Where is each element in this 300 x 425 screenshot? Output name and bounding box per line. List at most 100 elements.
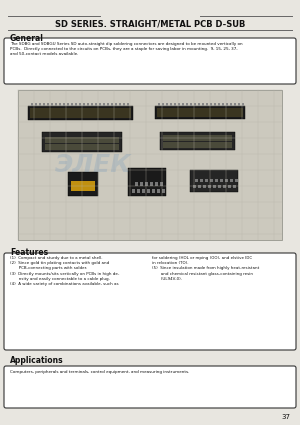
FancyBboxPatch shape <box>4 253 296 350</box>
Bar <box>157 189 160 193</box>
Bar <box>200 179 203 182</box>
Bar <box>59 103 61 106</box>
Bar <box>162 189 165 193</box>
Bar <box>230 179 233 182</box>
Bar <box>68 172 98 196</box>
Bar <box>35 103 37 106</box>
Bar <box>218 103 220 106</box>
Bar <box>178 103 180 106</box>
Bar <box>238 103 240 106</box>
Bar <box>206 103 208 106</box>
FancyBboxPatch shape <box>4 366 296 408</box>
Bar <box>202 103 204 106</box>
Bar <box>39 103 41 106</box>
Bar <box>163 142 232 148</box>
Bar <box>225 179 228 182</box>
Bar <box>194 103 196 106</box>
Bar <box>67 103 69 106</box>
Bar <box>235 179 238 182</box>
Bar <box>160 132 235 150</box>
Bar <box>99 103 101 106</box>
Bar <box>218 185 221 188</box>
Bar <box>28 106 133 120</box>
Bar <box>198 185 201 188</box>
Text: SD SERIES. STRAIGHT/METAL PCB D-SUB: SD SERIES. STRAIGHT/METAL PCB D-SUB <box>55 19 245 28</box>
Bar <box>31 103 33 106</box>
Text: Computers, peripherals and terminals, control equipment, and measuring instrumen: Computers, peripherals and terminals, co… <box>10 370 189 374</box>
Bar <box>107 103 109 106</box>
Bar <box>140 182 143 186</box>
Bar <box>79 103 81 106</box>
Bar <box>95 103 97 106</box>
Text: Applications: Applications <box>10 356 64 365</box>
Bar <box>228 185 231 188</box>
Bar <box>214 103 216 106</box>
Bar <box>147 189 150 193</box>
Bar <box>47 103 49 106</box>
Bar <box>71 181 95 191</box>
Text: for soldering (HOL or mping (OO), and elstive IDC
in relocation (TO).
(5)  Since: for soldering (HOL or mping (OO), and el… <box>152 256 259 281</box>
Bar <box>223 185 226 188</box>
Bar <box>75 103 77 106</box>
Bar <box>186 103 188 106</box>
Bar <box>155 106 245 119</box>
Bar <box>42 132 122 152</box>
Bar <box>137 189 140 193</box>
Bar <box>18 90 282 240</box>
Bar <box>45 137 119 143</box>
Bar <box>43 103 45 106</box>
Text: (1)  Compact and sturdy due to a metal shell.
(2)  Since gold tin plating contac: (1) Compact and sturdy due to a metal sh… <box>10 256 119 286</box>
Bar <box>242 103 244 106</box>
Bar <box>30 108 131 118</box>
Bar <box>233 185 236 188</box>
Bar <box>71 103 73 106</box>
Bar <box>190 170 238 192</box>
Bar <box>213 185 216 188</box>
Bar <box>51 103 53 106</box>
Bar <box>135 182 138 186</box>
Bar <box>83 103 85 106</box>
Bar <box>128 168 166 196</box>
Bar <box>198 103 200 106</box>
Bar <box>182 103 184 106</box>
Bar <box>111 103 113 106</box>
Bar <box>87 103 89 106</box>
Bar <box>205 179 208 182</box>
Bar <box>193 185 196 188</box>
Bar <box>203 185 206 188</box>
Bar <box>157 108 243 117</box>
Bar <box>103 103 105 106</box>
Text: The SDBG and SDBGU Series SD auto-straight dip soldering connectors are designed: The SDBG and SDBGU Series SD auto-straig… <box>10 42 243 57</box>
Bar <box>45 144 119 150</box>
Bar <box>220 179 223 182</box>
Text: General: General <box>10 34 44 43</box>
Bar <box>230 103 232 106</box>
Bar <box>226 103 228 106</box>
Text: Features: Features <box>10 248 48 257</box>
Bar <box>55 103 57 106</box>
Bar <box>174 103 176 106</box>
Bar <box>145 182 148 186</box>
Bar <box>208 185 211 188</box>
Bar <box>132 189 135 193</box>
Bar <box>234 103 236 106</box>
Bar <box>63 103 65 106</box>
Bar <box>210 103 212 106</box>
Bar <box>91 103 93 106</box>
Bar <box>170 103 172 106</box>
Bar <box>150 182 153 186</box>
Bar <box>119 103 121 106</box>
Bar <box>166 103 168 106</box>
Bar <box>215 179 218 182</box>
Bar <box>115 103 117 106</box>
Bar <box>195 179 198 182</box>
FancyBboxPatch shape <box>4 38 296 84</box>
Bar <box>152 189 155 193</box>
Bar <box>160 182 163 186</box>
Bar <box>162 103 164 106</box>
Bar <box>127 103 129 106</box>
Text: 37: 37 <box>281 414 290 420</box>
Bar <box>210 179 213 182</box>
Bar <box>142 189 145 193</box>
Bar <box>155 182 158 186</box>
